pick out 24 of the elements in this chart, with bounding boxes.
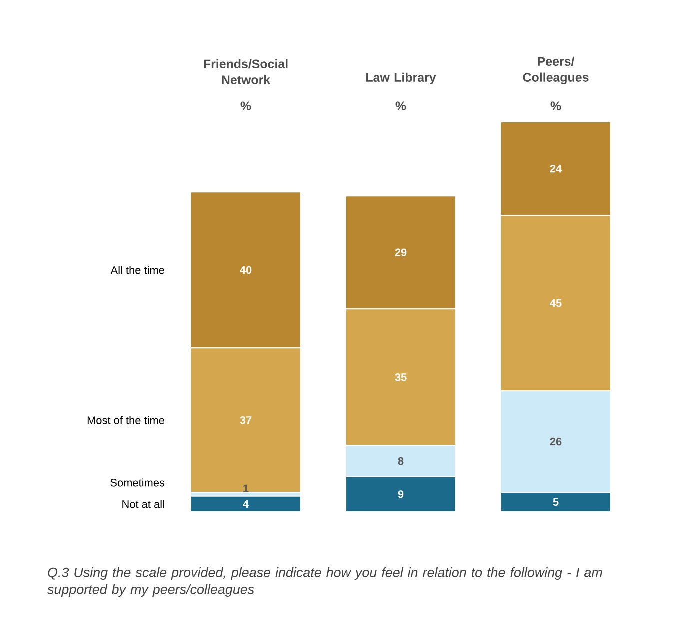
data-label: 5 bbox=[553, 498, 559, 506]
data-label: 1 bbox=[244, 484, 249, 492]
y-axis-title: % bbox=[550, 102, 562, 110]
data-label: 26 bbox=[550, 438, 562, 446]
x-tick-label: Friends/Social Network bbox=[204, 59, 288, 84]
data-label: 45 bbox=[550, 300, 562, 308]
text: % bbox=[396, 102, 406, 110]
text: Most of the time bbox=[88, 416, 164, 424]
x-tick-label: Law Library bbox=[366, 72, 436, 84]
data-label: 35 bbox=[395, 374, 407, 382]
text: All the time bbox=[110, 266, 164, 274]
data-label: 24 bbox=[550, 164, 562, 173]
data-label: 8 bbox=[398, 457, 404, 466]
data-label: 37 bbox=[240, 416, 252, 424]
data-label: 29 bbox=[395, 248, 407, 257]
x-tick-label: Peers/ Colleagues bbox=[523, 56, 589, 84]
text: Sometimes bbox=[110, 478, 165, 487]
text: % bbox=[240, 102, 252, 110]
data-label: 4 bbox=[243, 500, 249, 508]
data-label: 40 bbox=[240, 266, 252, 274]
data-label: 9 bbox=[398, 490, 404, 498]
bar bbox=[190, 496, 302, 512]
text: Q.3 Using the scale provided, please indicate how you feel in relation to the following - I am supported by my peers/colleagues bbox=[48, 568, 602, 597]
text: Not at all bbox=[122, 500, 164, 508]
